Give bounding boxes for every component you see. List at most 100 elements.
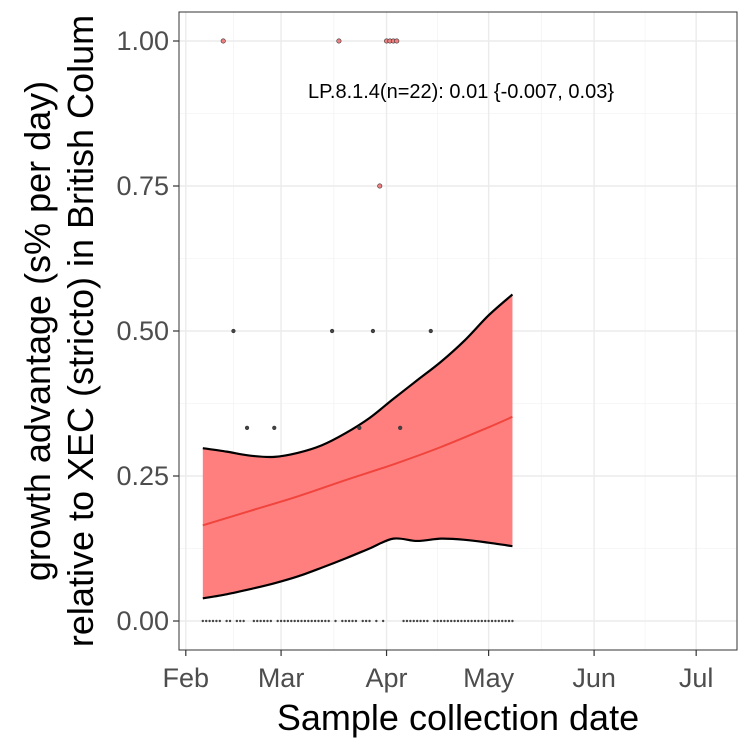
zero-data-point: [426, 619, 429, 623]
zero-data-point: [327, 619, 330, 623]
zero-data-point: [211, 619, 215, 623]
zero-data-point: [497, 619, 501, 623]
zero-data-point: [303, 619, 307, 623]
zero-data-point: [296, 619, 300, 623]
data-point: [272, 425, 277, 430]
zero-data-point: [354, 619, 358, 623]
zero-data-point: [324, 619, 327, 623]
data-point: [330, 328, 335, 334]
zero-data-point: [266, 619, 269, 623]
confidence-ribbon-layer: [202, 293, 514, 600]
zero-data-point: [511, 619, 514, 623]
upper-bound-line: [202, 293, 514, 459]
zero-data-point: [262, 619, 266, 623]
data-point: [357, 425, 362, 430]
zero-data-point: [460, 619, 463, 623]
zero-data-point: [293, 619, 296, 623]
zero-data-point: [402, 619, 405, 623]
zero-data-point: [364, 619, 368, 623]
panel-border: [178, 11, 738, 651]
zero-data-point: [467, 619, 470, 623]
zero-data-point: [490, 619, 494, 623]
zero-data-point: [361, 619, 364, 623]
y-tick-label: 1.00: [116, 26, 169, 56]
zero-data-point: [344, 619, 347, 623]
zero-data-point: [443, 619, 446, 623]
data-point: [394, 38, 400, 44]
lower-bound-line: [202, 537, 513, 600]
zero-data-point: [487, 619, 490, 623]
zero-data-point: [205, 619, 208, 623]
zero-data-point: [501, 619, 504, 623]
confidence-ribbon: [202, 294, 513, 599]
zero-data-point: [453, 619, 456, 623]
zero-data-point: [215, 619, 218, 623]
zero-data-point: [208, 619, 211, 623]
data-point: [428, 328, 433, 334]
zero-data-point: [341, 619, 344, 623]
zero-data-point: [307, 619, 310, 623]
zero-data-point: [456, 619, 460, 623]
y-tick-label: 0.00: [116, 606, 169, 636]
zero-data-point: [225, 619, 228, 623]
data-point: [220, 38, 226, 44]
data-point: [370, 328, 376, 334]
zero-data-point: [313, 619, 317, 623]
zero-data-point: [276, 619, 279, 623]
zero-data-point: [242, 619, 245, 623]
zero-data-point: [494, 619, 497, 623]
zero-data-point: [507, 619, 511, 623]
x-tick-label: May: [463, 663, 515, 693]
zero-data-point: [317, 619, 320, 623]
zero-data-point: [256, 619, 259, 623]
zero-data-point: [449, 619, 453, 623]
zero-data-point: [436, 619, 439, 623]
y-tick-label: 0.25: [116, 461, 169, 491]
zero-data-point: [286, 619, 290, 623]
x-tick-label: Apr: [366, 663, 408, 693]
data-point: [377, 183, 383, 189]
x-tick-label: Mar: [258, 663, 305, 693]
zero-data-point: [446, 619, 449, 623]
zero-data-point: [239, 619, 242, 623]
zero-data-point: [368, 619, 371, 623]
zero-data-point: [334, 619, 337, 623]
zero-data-point: [218, 619, 222, 623]
zero-data-point: [470, 619, 473, 623]
x-tick-label: Jul: [679, 663, 714, 693]
y-tick-label: 0.75: [116, 171, 169, 201]
zero-data-point: [484, 619, 487, 623]
zero-data-point: [405, 619, 409, 623]
zero-data-point: [480, 619, 484, 623]
data-points-layer: [201, 38, 514, 623]
zero-data-point: [228, 619, 232, 623]
x-tick-label: Jun: [572, 663, 616, 693]
zero-data-point: [290, 619, 293, 623]
zero-data-point: [375, 619, 378, 623]
zero-data-point: [422, 619, 426, 623]
data-point: [244, 425, 250, 430]
data-point: [231, 328, 236, 334]
zero-data-point: [473, 619, 477, 623]
fit-line: [202, 415, 513, 527]
zero-data-point: [477, 619, 480, 623]
zero-data-point: [351, 619, 354, 623]
zero-data-point: [463, 619, 467, 623]
zero-data-point: [432, 619, 436, 623]
zero-data-point: [201, 619, 205, 623]
zero-data-point: [419, 619, 422, 623]
x-axis-title: Sample collection date: [277, 697, 639, 738]
zero-data-point: [269, 619, 273, 623]
zero-data-point: [347, 619, 351, 623]
zero-data-point: [252, 619, 256, 623]
zero-data-point: [235, 619, 239, 623]
y-axis-title-line-2: relative to XEC (stricto) in British Col…: [60, 15, 101, 647]
zero-data-point: [259, 619, 262, 623]
zero-data-point: [320, 619, 324, 623]
y-axis-title-line-1: growth advantage (s% per day): [17, 81, 58, 581]
zero-data-point: [300, 619, 303, 623]
axis-ticks-layer: 0.00 0.25 0.50 0.75 1.00 Feb Mar Apr May Jun Jul: [116, 26, 713, 693]
data-point: [336, 38, 342, 44]
zero-data-point: [279, 619, 283, 623]
